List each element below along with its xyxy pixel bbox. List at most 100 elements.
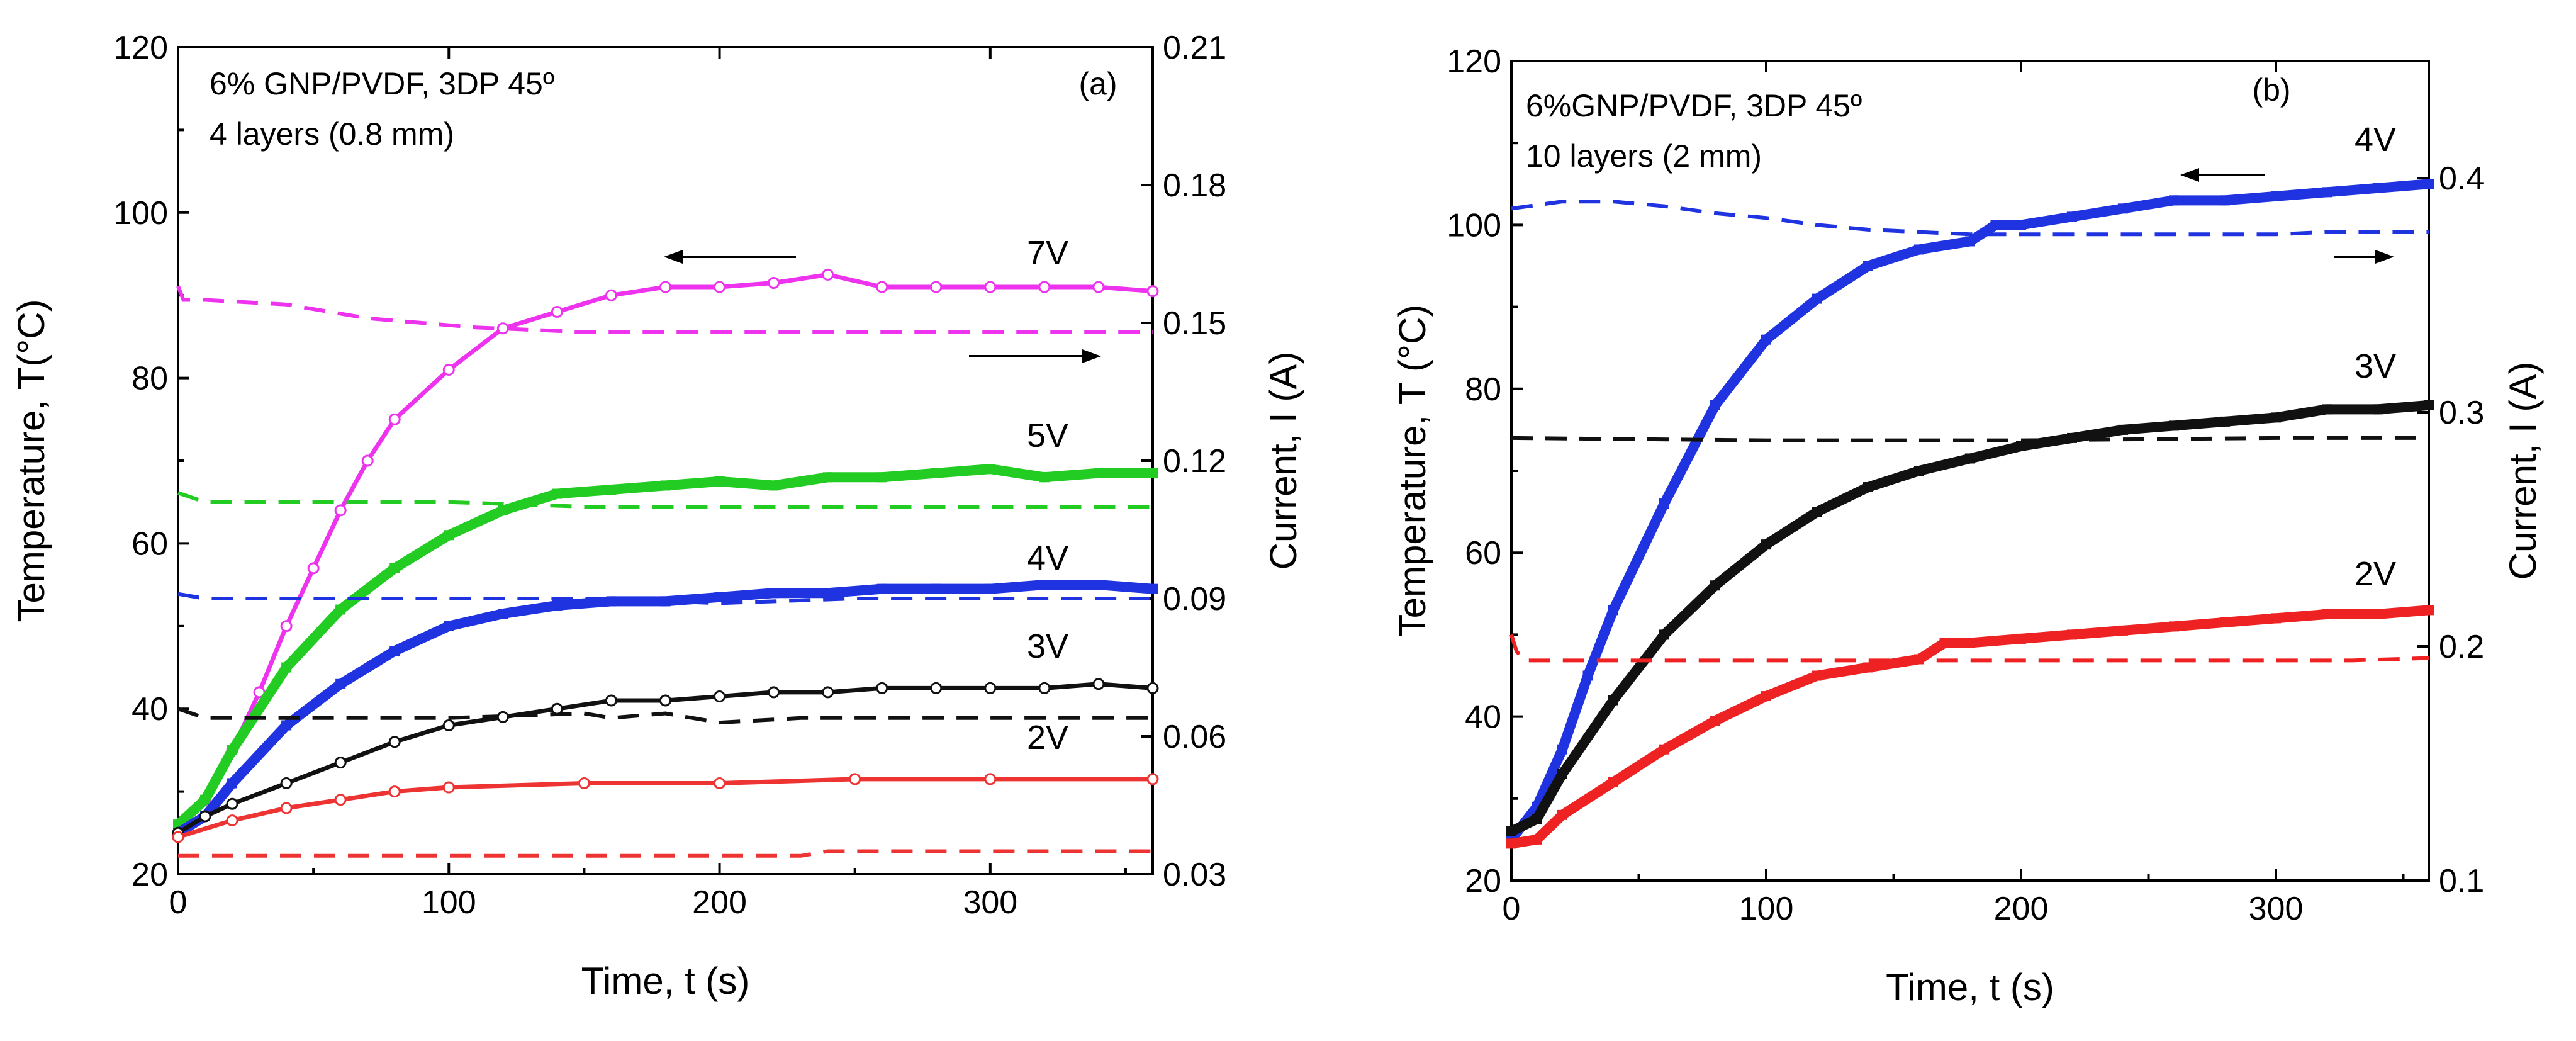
temperature-point xyxy=(227,778,238,789)
y-tick-label: 20 xyxy=(1465,863,1501,899)
y2-tick-label: 0.12 xyxy=(1163,443,1226,480)
temperature-point xyxy=(2067,211,2077,222)
temperature-point xyxy=(660,596,671,607)
temperature-point xyxy=(1812,670,1822,681)
temperature-point xyxy=(1038,281,1051,293)
temperature-point xyxy=(172,831,184,843)
temperature-point xyxy=(1761,691,1771,702)
current-line-4V xyxy=(177,592,1153,605)
series-2V: 2V xyxy=(1506,555,2434,849)
x-tick-label: 0 xyxy=(1503,891,1521,927)
temperature-point xyxy=(768,588,779,599)
temperature-point xyxy=(1146,773,1159,785)
temperature-point xyxy=(984,682,997,694)
panel-a: 0 100 200 300 20 40 60 80 100 120 0.03 0.06 0.09 0.12… xyxy=(10,30,1304,1002)
series-label-7V: 7V xyxy=(1027,234,1068,272)
temperature-point xyxy=(389,563,400,573)
temperature-point xyxy=(552,600,563,611)
temperature-point xyxy=(1506,838,1516,849)
temperature-point xyxy=(281,662,292,673)
y2-tick-label: 0.21 xyxy=(1163,30,1226,66)
temperature-point xyxy=(200,794,211,805)
temperature-point xyxy=(606,484,617,495)
temperature-line-3V xyxy=(177,682,1153,835)
temperature-point xyxy=(388,413,401,425)
y2-axis-title: Current, I (A) xyxy=(2502,362,2544,580)
x-axis-title: Time, t (s) xyxy=(1886,966,2054,1008)
y2-tick-label: 0.1 xyxy=(2439,863,2484,899)
temperature-point xyxy=(280,620,293,633)
temperature-point xyxy=(1863,261,1873,271)
temperature-point xyxy=(984,281,997,293)
temperature-point xyxy=(199,810,211,823)
temperature-point xyxy=(930,682,943,694)
y-tick-label: 60 xyxy=(132,526,168,562)
temperature-point xyxy=(660,480,671,491)
temperature-point xyxy=(2424,179,2434,189)
temperature-point xyxy=(1659,744,1669,755)
temperature-point xyxy=(1914,244,1924,255)
temperature-point xyxy=(1092,678,1105,690)
y2-tick-label: 0.15 xyxy=(1163,305,1226,342)
temperature-point xyxy=(1710,716,1720,726)
temperature-point xyxy=(1812,293,1822,304)
temperature-point xyxy=(659,281,671,293)
temperature-point xyxy=(2271,613,2281,624)
y-axis-title: Temperature, T (°C) xyxy=(1391,305,1433,638)
panel-label: (b) xyxy=(2252,72,2290,108)
series-label-2V: 2V xyxy=(1027,719,1068,757)
y-tick-label: 80 xyxy=(132,361,168,397)
current-line-2V xyxy=(1509,634,2429,663)
current-line-3V xyxy=(177,707,1153,725)
temperature-point xyxy=(388,785,401,798)
temperature-point xyxy=(1710,580,1720,591)
temperature-point xyxy=(2067,629,2077,640)
temperature-point xyxy=(605,289,617,301)
temperature-point xyxy=(1990,220,2001,230)
temperature-point xyxy=(876,281,888,293)
temperature-point xyxy=(2220,416,2230,427)
temperature-point xyxy=(849,773,861,785)
temperature-point xyxy=(1038,682,1051,694)
temperature-point xyxy=(2118,203,2128,214)
temperature-point xyxy=(822,686,834,699)
axis-arrow-head xyxy=(1082,349,1101,363)
y2-tick-label: 0.4 xyxy=(2439,160,2484,197)
temperature-point xyxy=(1659,498,1669,509)
temperature-point xyxy=(2016,633,2026,644)
temperature-point xyxy=(335,678,346,689)
x-axis-title: Time, t (s) xyxy=(581,960,750,1002)
temperature-point xyxy=(822,268,834,281)
axis-arrow-head xyxy=(664,250,683,264)
temperature-line-3V xyxy=(1509,400,2429,836)
temperature-point xyxy=(2067,432,2077,443)
temperature-point xyxy=(1965,638,1975,648)
temperature-point xyxy=(1914,654,1924,665)
temperature-point xyxy=(1914,466,1924,476)
temperature-line-2V xyxy=(177,777,1153,840)
temperature-point xyxy=(307,562,320,575)
temperature-point xyxy=(2220,617,2230,627)
temperature-point xyxy=(551,305,563,318)
temperature-point xyxy=(1965,236,1975,247)
y-tick-label: 20 xyxy=(132,857,168,893)
temperature-point xyxy=(1039,472,1050,483)
x-tick-label: 100 xyxy=(1739,891,1794,927)
y2-axis-title: Current, I (A) xyxy=(1262,352,1304,570)
temperature-point xyxy=(334,757,347,769)
temperature-point xyxy=(442,781,455,794)
temperature-point xyxy=(1146,285,1159,298)
temperature-point xyxy=(822,472,833,483)
axis-arrow-head xyxy=(2375,250,2394,264)
series-label-3V: 3V xyxy=(1027,627,1068,665)
temperature-point xyxy=(1506,826,1516,836)
series-label-4V: 4V xyxy=(2355,121,2396,159)
series-5V: 5V xyxy=(173,417,1158,830)
series-3V: 3V xyxy=(1506,347,2434,836)
temperature-point xyxy=(2169,195,2179,206)
temperature-point xyxy=(822,588,833,599)
temperature-point xyxy=(876,472,887,483)
temperature-point xyxy=(714,690,726,702)
current-line-4V xyxy=(1511,200,2429,237)
